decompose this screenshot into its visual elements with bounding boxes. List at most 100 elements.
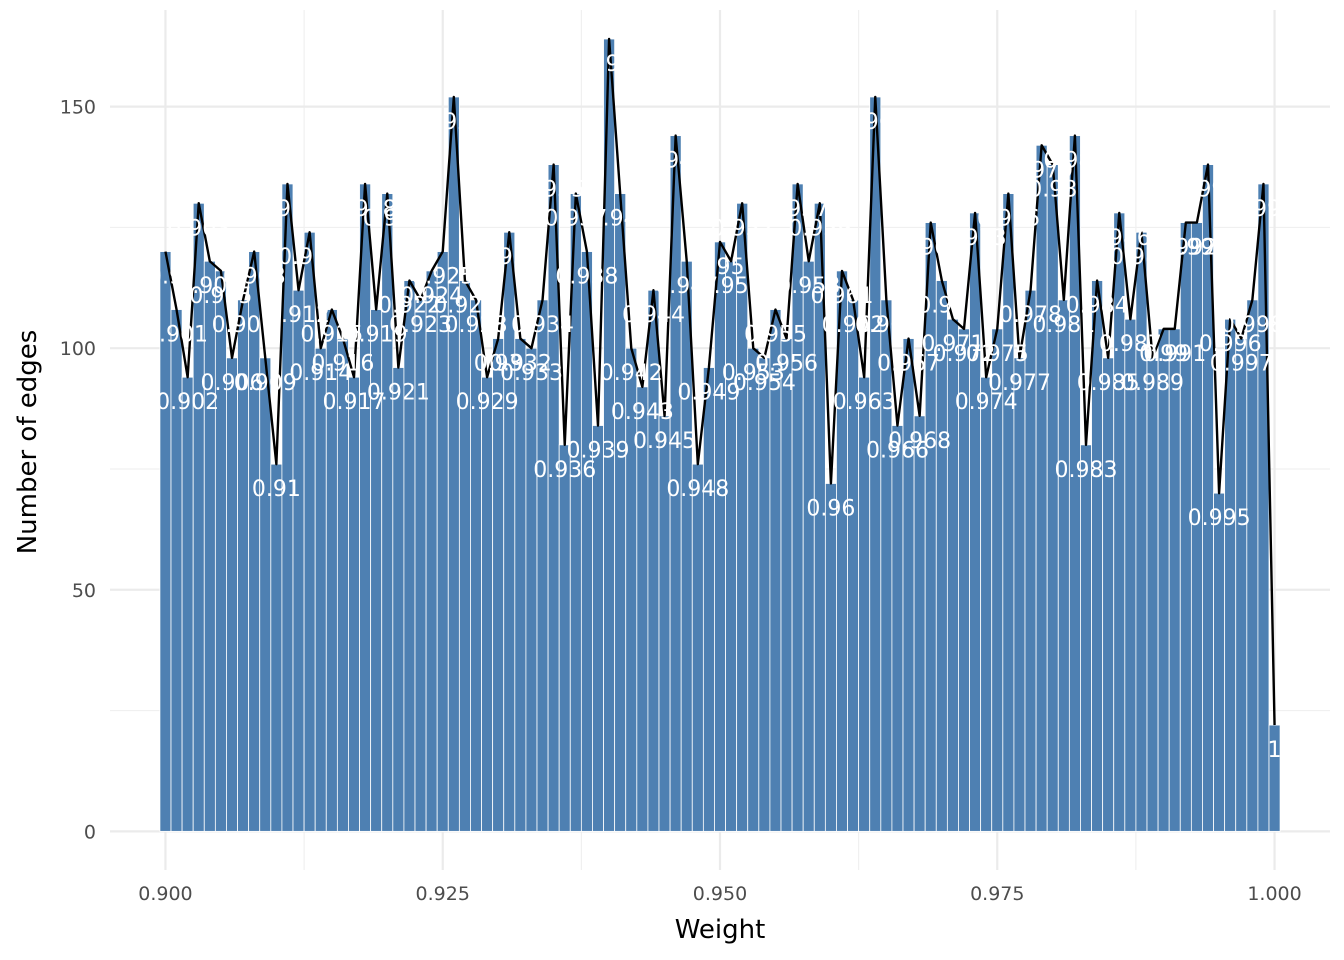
bar-label: 0.909 [234, 371, 297, 396]
x-tick-label: 0.975 [970, 883, 1024, 905]
bar [1157, 328, 1170, 832]
bar-label: 0.967 [877, 352, 940, 377]
bar [847, 299, 860, 832]
bar-label: 0.928 [445, 313, 508, 338]
bar-label: 0.965 [855, 313, 918, 338]
bar [891, 425, 904, 832]
bar [1057, 299, 1070, 832]
bar [980, 376, 993, 832]
bar-label: 0.947 [655, 274, 718, 299]
bar [314, 347, 327, 832]
bar-label: 0.9 [148, 265, 183, 290]
trend-line [164, 37, 1276, 726]
bar [580, 251, 593, 832]
y-tick-label: 100 [60, 338, 96, 360]
bar [436, 251, 449, 832]
bar [1046, 164, 1059, 832]
bar-label: 0.934 [511, 313, 574, 338]
bar-label: 0.957 [766, 197, 829, 222]
bars [159, 38, 1281, 832]
bar-label: 0.985 [1077, 371, 1140, 396]
bar [1146, 357, 1159, 832]
bar-label: 0.997 [1210, 352, 1273, 377]
bar-label: 0.977 [988, 371, 1051, 396]
bar-label: 0.968 [888, 429, 951, 454]
bar-label: 0.918 [334, 197, 397, 222]
bar-label: 0.975 [966, 342, 1029, 367]
bar [714, 241, 726, 832]
bar-label: 0.955 [744, 323, 807, 348]
bar [1257, 183, 1270, 832]
bar-label: 0.912 [267, 303, 330, 328]
x-axis-title: Weight [675, 915, 766, 945]
bar [259, 357, 272, 832]
bar-label: 0.961 [811, 284, 874, 309]
bar [525, 347, 538, 832]
bar-label: 0.93 [474, 352, 523, 377]
bar [1135, 231, 1148, 832]
bar-label: 0.923 [389, 313, 452, 338]
bar-label: 0.979 [1010, 158, 1073, 183]
bar [969, 212, 982, 832]
bar-labels: 0.90.9010.9020.9030.9040.9050.9060.9070.… [145, 52, 1295, 763]
bar-label: 0.943 [611, 400, 674, 425]
bar [170, 309, 183, 832]
bar-label: 0.999 [1232, 197, 1295, 222]
bar-label: 0.915 [300, 323, 363, 348]
bar-label: 0.902 [156, 390, 219, 415]
bar-label: 0.998 [1221, 313, 1284, 338]
bar [214, 270, 227, 832]
bar-label: 0.959 [788, 216, 851, 241]
bar-label: 0.931 [478, 245, 541, 270]
bar-label: 0.941 [589, 207, 652, 232]
bar [270, 463, 283, 832]
bar-label: 0.929 [456, 390, 519, 415]
bar [758, 357, 771, 832]
bar-label: 1 [1268, 738, 1282, 763]
bar-label: 0.922 [378, 294, 441, 319]
bar-label: 0.96 [806, 496, 855, 521]
bar-label: 0.949 [677, 381, 740, 406]
bar [558, 444, 571, 832]
bar-label: 0.991 [1143, 342, 1206, 367]
bar-label: 0.901 [145, 323, 208, 348]
bar [1002, 193, 1015, 832]
bar [1124, 318, 1137, 832]
bar-label: 0.921 [367, 381, 430, 406]
bar-label: 0.981 [1032, 313, 1095, 338]
bar [359, 183, 372, 832]
bar-label: 0.964 [844, 110, 907, 135]
bar-label: 0.988 [1110, 245, 1173, 270]
bar-label: 0.906 [201, 371, 264, 396]
bar [325, 309, 338, 832]
bar-label: 0.989 [1121, 371, 1184, 396]
bar-label: 0.935 [522, 178, 585, 203]
y-tick-label: 50 [72, 580, 96, 602]
bar [248, 251, 261, 832]
bar-label: 0.994 [1177, 178, 1240, 203]
bar [458, 280, 471, 832]
bar-label: 0.974 [955, 390, 1018, 415]
bar-label: 0.905 [189, 284, 252, 309]
bar-label: 0.984 [1066, 294, 1129, 319]
bar [702, 367, 715, 832]
bar [392, 367, 405, 832]
bar [1091, 280, 1104, 832]
bar-label: 0.953 [722, 361, 785, 386]
bar-label: 0.992 [1154, 236, 1217, 261]
bar-label: 0.958 [777, 274, 840, 299]
bar-label: 0.99 [1139, 342, 1188, 367]
bar-label: 0.969 [899, 236, 962, 261]
bar [1013, 357, 1026, 832]
bar-label: 0.987 [1099, 332, 1162, 357]
bar [470, 299, 482, 832]
y-axis-title: Number of edges [13, 330, 43, 555]
bar-label: 0.946 [644, 149, 707, 174]
bar-label: 0.952 [711, 216, 774, 241]
axis-ticks: 0.900 0.925 0.950 0.975 1.000 0 50 100 150 [60, 97, 1302, 905]
bar-label: 0.913 [278, 245, 341, 270]
bar-label: 0.904 [178, 274, 241, 299]
x-tick-label: 0.950 [693, 883, 747, 905]
